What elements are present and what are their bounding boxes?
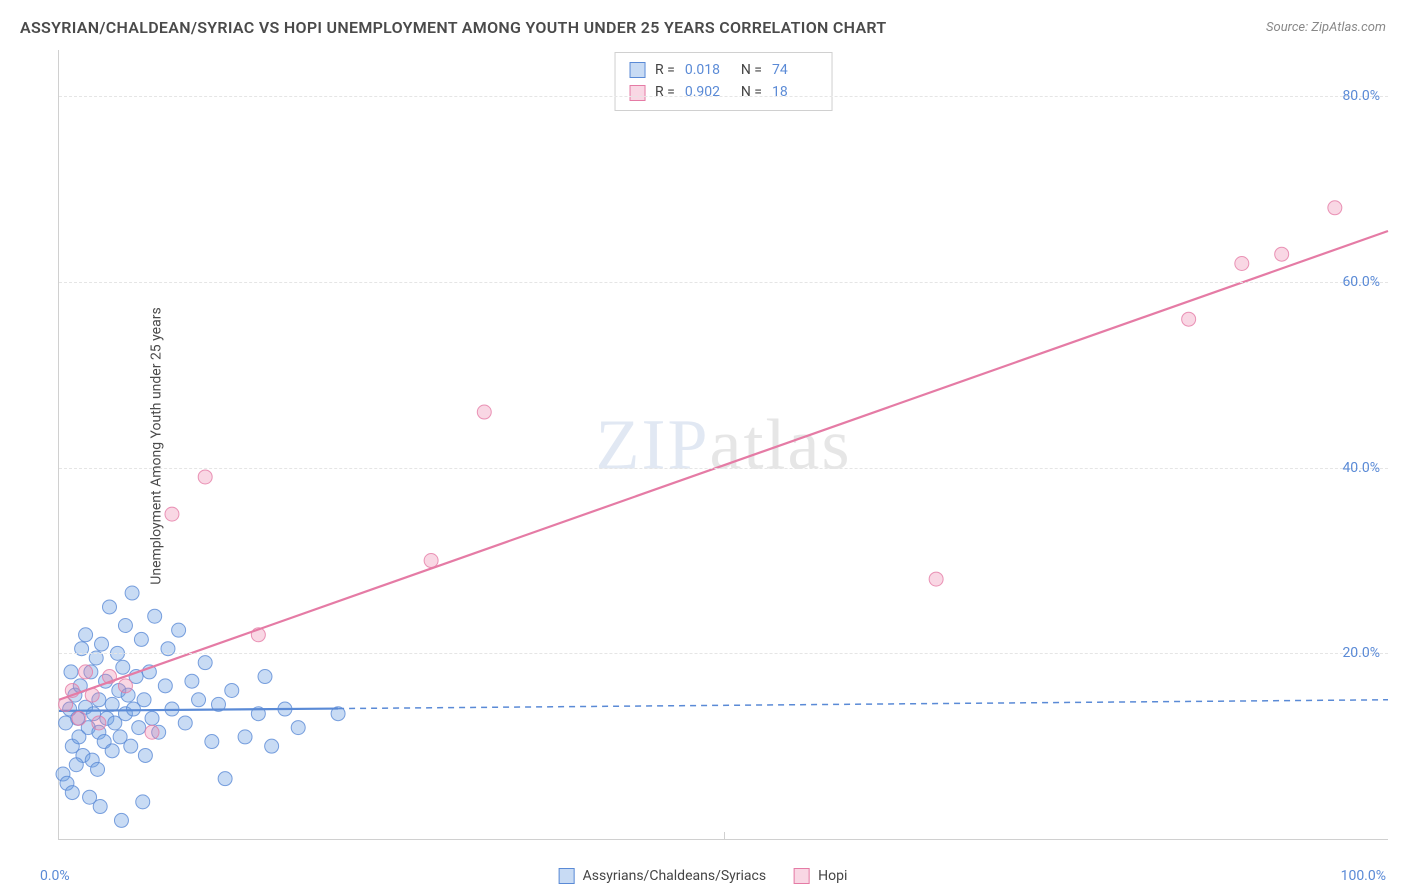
plot-svg [59, 50, 1388, 839]
scatter-point-acs [158, 679, 172, 693]
scatter-point-acs [79, 628, 93, 642]
swatch-hopi [794, 868, 810, 884]
scatter-point-hopi [1328, 201, 1342, 215]
scatter-point-acs [91, 762, 105, 776]
scatter-point-hopi [477, 405, 491, 419]
scatter-point-acs [105, 744, 119, 758]
plot-area: ZIPatlas R = 0.018 N = 74 R = 0.902 N = … [58, 50, 1388, 840]
scatter-point-acs [64, 665, 78, 679]
regression-line-hopi [59, 231, 1388, 700]
regression-line-acs [59, 709, 338, 711]
scatter-point-acs [178, 716, 192, 730]
scatter-point-acs [137, 693, 151, 707]
scatter-point-acs [125, 586, 139, 600]
scatter-point-hopi [929, 572, 943, 586]
scatter-point-acs [291, 721, 305, 735]
scatter-point-acs [225, 683, 239, 697]
scatter-point-acs [148, 609, 162, 623]
scatter-point-acs [265, 739, 279, 753]
y-tick-label: 60.0% [1342, 274, 1380, 290]
y-tick-label: 20.0% [1342, 645, 1380, 661]
legend-label-hopi: Hopi [818, 868, 847, 884]
gridline-h [59, 282, 1388, 283]
y-tick-label: 40.0% [1342, 460, 1380, 476]
legend-item-hopi: Hopi [794, 868, 847, 884]
scatter-point-hopi [165, 507, 179, 521]
gridline-h [59, 96, 1388, 97]
scatter-point-acs [103, 600, 117, 614]
scatter-point-acs [258, 670, 272, 684]
gridline-h [59, 653, 1388, 654]
scatter-point-acs [172, 623, 186, 637]
scatter-point-acs [114, 813, 128, 827]
scatter-point-hopi [1235, 256, 1249, 270]
scatter-point-acs [185, 674, 199, 688]
regression-line-dashed-acs [338, 700, 1388, 709]
scatter-point-acs [138, 748, 152, 762]
scatter-point-acs [95, 637, 109, 651]
scatter-point-hopi [198, 470, 212, 484]
gridline-h [59, 468, 1388, 469]
scatter-point-acs [65, 786, 79, 800]
scatter-point-hopi [118, 679, 132, 693]
scatter-point-hopi [79, 665, 93, 679]
scatter-point-acs [198, 656, 212, 670]
scatter-point-acs [132, 721, 146, 735]
legend-item-acs: Assyrians/Chaldeans/Syriacs [559, 868, 766, 884]
scatter-point-acs [218, 772, 232, 786]
source-label: Source: ZipAtlas.com [1266, 20, 1386, 35]
x-tick-mark [724, 832, 725, 840]
scatter-point-hopi [424, 554, 438, 568]
scatter-point-acs [136, 795, 150, 809]
scatter-point-hopi [1182, 312, 1196, 326]
scatter-point-hopi [92, 716, 106, 730]
scatter-point-acs [134, 632, 148, 646]
scatter-point-acs [118, 619, 132, 633]
scatter-point-acs [93, 800, 107, 814]
scatter-point-acs [238, 730, 252, 744]
scatter-point-hopi [1275, 247, 1289, 261]
x-tick-0: 0.0% [40, 868, 70, 884]
scatter-point-acs [124, 739, 138, 753]
legend-label-acs: Assyrians/Chaldeans/Syriacs [583, 868, 766, 884]
scatter-point-acs [145, 711, 159, 725]
y-tick-label: 80.0% [1342, 88, 1380, 104]
scatter-point-acs [69, 758, 83, 772]
chart-title: ASSYRIAN/CHALDEAN/SYRIAC VS HOPI UNEMPLO… [20, 18, 887, 37]
swatch-acs [559, 868, 575, 884]
scatter-point-hopi [145, 725, 159, 739]
x-tick-1: 100.0% [1341, 868, 1386, 884]
scatter-point-acs [105, 697, 119, 711]
scatter-point-acs [116, 660, 130, 674]
scatter-point-acs [192, 693, 206, 707]
bottom-legend: Assyrians/Chaldeans/Syriacs Hopi [559, 868, 848, 884]
scatter-point-hopi [72, 711, 86, 725]
scatter-point-acs [205, 735, 219, 749]
